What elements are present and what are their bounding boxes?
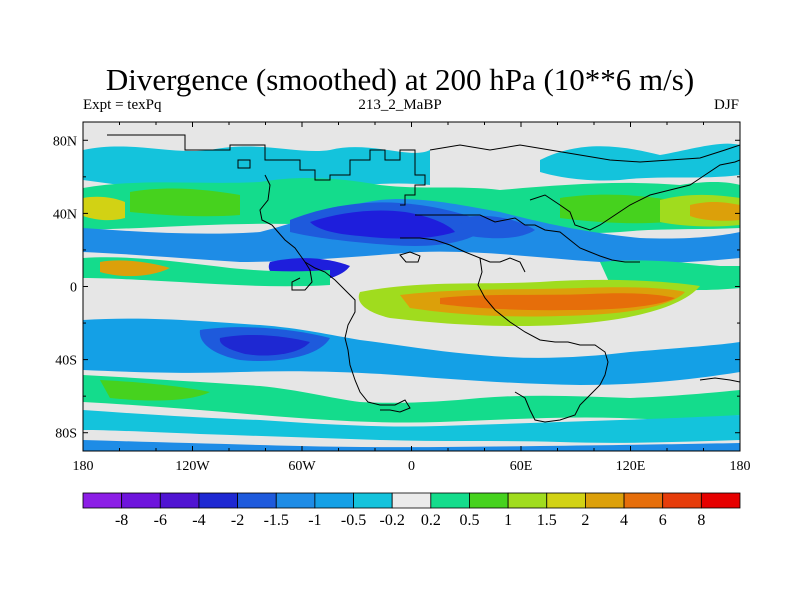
x-tick-label: 0: [408, 459, 415, 474]
greenland-island: [237, 159, 251, 169]
divergence-field: [83, 143, 740, 451]
south-pacific-convergence-core: [219, 335, 310, 356]
lake-outline: [399, 251, 421, 263]
colorbar-swatch: [623, 492, 664, 509]
x-tick-label: 60E: [510, 459, 533, 474]
colorbar-label: 0.5: [459, 512, 479, 529]
southern-midlat-divergence: [83, 375, 740, 423]
south-america-coast: [304, 261, 411, 413]
atlantic-convergence-core: [310, 210, 455, 239]
colorbar-swatch: [275, 492, 316, 509]
west-pacific-divergence-orange: [690, 201, 740, 221]
colorbar: -8 -6 -4 -2 -1.5 -1 -0.5 -0.2 0.2 0.5 1 1.5 2 4 6 8: [82, 492, 741, 529]
colorbar-label: 8: [697, 512, 705, 529]
x-tick-label: 180: [730, 459, 751, 474]
coastlines: [107, 134, 740, 423]
colorbar-label: 4: [620, 512, 628, 529]
colorbar-label: 1.5: [537, 512, 557, 529]
colorbar-swatch: [585, 492, 625, 509]
colorbar-label: 0.2: [421, 512, 441, 529]
eurasia-north-coast: [429, 144, 740, 163]
y-tick-label: 80S: [55, 427, 77, 442]
colorbar-swatch: [237, 492, 277, 509]
colorbar-swatch: [700, 492, 741, 509]
colorbar-label: 2: [581, 512, 589, 529]
colorbar-label: -2: [231, 512, 244, 529]
x-axis: 180 120W 60W 0 60E 120E 180: [73, 122, 751, 474]
arabia-coast: [479, 257, 526, 273]
colorbar-swatch: [121, 492, 161, 509]
x-tick-label: 60W: [288, 459, 316, 474]
tropical-divergence-core: [440, 293, 675, 311]
colorbar-swatch: [546, 492, 586, 509]
pacific-divergence-green: [130, 188, 240, 217]
southern-divergence-green: [100, 380, 210, 401]
colorbar-label: -6: [154, 512, 167, 529]
dateline-divergence-yellow: [83, 196, 125, 221]
colorbar-swatch: [82, 492, 123, 509]
colorbar-swatch: [198, 492, 238, 509]
colorbar-label: -0.2: [380, 512, 405, 529]
colorbar-label: -1.5: [264, 512, 289, 529]
plot-title: Divergence (smoothed) at 200 hPa (10**6 …: [105, 62, 695, 97]
colorbar-label: 6: [659, 512, 667, 529]
colorbar-swatch: [430, 492, 470, 509]
left-string: Expt = texPq: [83, 97, 162, 113]
x-tick-label: 120E: [616, 459, 646, 474]
colorbar-label: 1: [504, 512, 512, 529]
nh-high-lat-convergence: [83, 146, 430, 187]
right-string: DJF: [713, 97, 739, 113]
colorbar-swatch: [314, 492, 354, 509]
central-america-coast: [259, 174, 313, 291]
africa-coast: [400, 237, 609, 423]
colorbar-swatch: [353, 492, 393, 509]
colorbar-swatch: [469, 492, 509, 509]
colorbar-label: -1: [308, 512, 321, 529]
eurasia-east-coast: [529, 159, 740, 231]
x-tick-label: 180: [73, 459, 94, 474]
middle-east-convergence: [460, 215, 535, 239]
asia-south-coast: [415, 214, 640, 263]
north-america-coast: [107, 134, 426, 206]
colorbar-swatch: [159, 492, 200, 509]
australia-coast: [699, 377, 740, 383]
y-tick-label: 40N: [53, 207, 77, 222]
x-tick-label: 120W: [175, 459, 210, 474]
colorbar-label: -0.5: [341, 512, 366, 529]
y-axis: 80N 40N 0 40S 80S: [53, 134, 740, 442]
y-tick-label: 80N: [53, 134, 77, 149]
colorbar-swatch: [391, 492, 432, 509]
y-tick-label: 40S: [55, 354, 77, 369]
colorbar-label: -4: [192, 512, 205, 529]
antarctic-convergence: [83, 440, 740, 451]
center-string: 213_2_MaBP: [358, 97, 442, 113]
colorbar-swatch: [662, 492, 702, 509]
central-pacific-divergence: [100, 260, 170, 277]
southern-high-lat-convergence: [83, 410, 740, 443]
colorbar-swatch: [507, 492, 548, 509]
asia-divergence-green: [560, 194, 670, 224]
colorbar-label: -8: [115, 512, 128, 529]
y-tick-label: 0: [70, 281, 77, 296]
